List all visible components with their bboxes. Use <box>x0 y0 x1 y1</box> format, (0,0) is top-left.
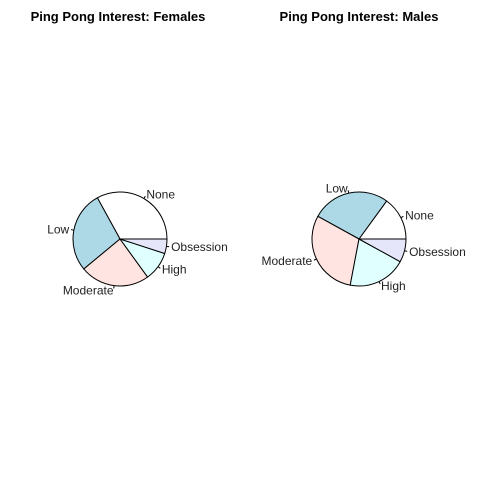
pie-tick-none <box>400 215 404 219</box>
pie-label-low: Low <box>326 182 348 196</box>
pie-label-none: None <box>146 187 175 201</box>
chart-title-females: Ping Pong Interest: Females <box>31 9 206 24</box>
pie-slice-moderate <box>83 238 149 287</box>
pie-males: None Low Moderate High Obsession <box>262 182 466 293</box>
pie-tick-obsession <box>404 250 408 252</box>
pie-label-low: Low <box>47 222 69 236</box>
pie-slice-none <box>96 191 168 240</box>
pie-label-moderate: Moderate <box>262 254 313 268</box>
pie-label-none: None <box>405 209 434 223</box>
pie-slice-low <box>317 191 388 240</box>
pie-label-high: High <box>162 262 187 276</box>
pie-label-high: High <box>381 279 406 293</box>
pie-females: None Low Moderate High Obsession <box>47 187 228 297</box>
pie-tick-low <box>347 190 350 194</box>
pie-slice-high <box>349 238 401 287</box>
pie-tick-none <box>143 195 146 199</box>
pie-slice-moderate <box>311 215 360 286</box>
pie-tick-low <box>70 229 74 231</box>
pie-tick-high <box>378 281 381 285</box>
pie-label-moderate: Moderate <box>63 283 114 297</box>
pie-label-obsession: Obsession <box>409 245 466 259</box>
pie-tick-moderate <box>313 258 317 261</box>
pie-label-obsession: Obsession <box>171 240 228 254</box>
pie-tick-high <box>157 266 161 269</box>
pie-slice-low <box>72 197 121 270</box>
chart-title-males: Ping Pong Interest: Males <box>280 9 439 24</box>
pie-slice-obsession <box>358 238 407 263</box>
